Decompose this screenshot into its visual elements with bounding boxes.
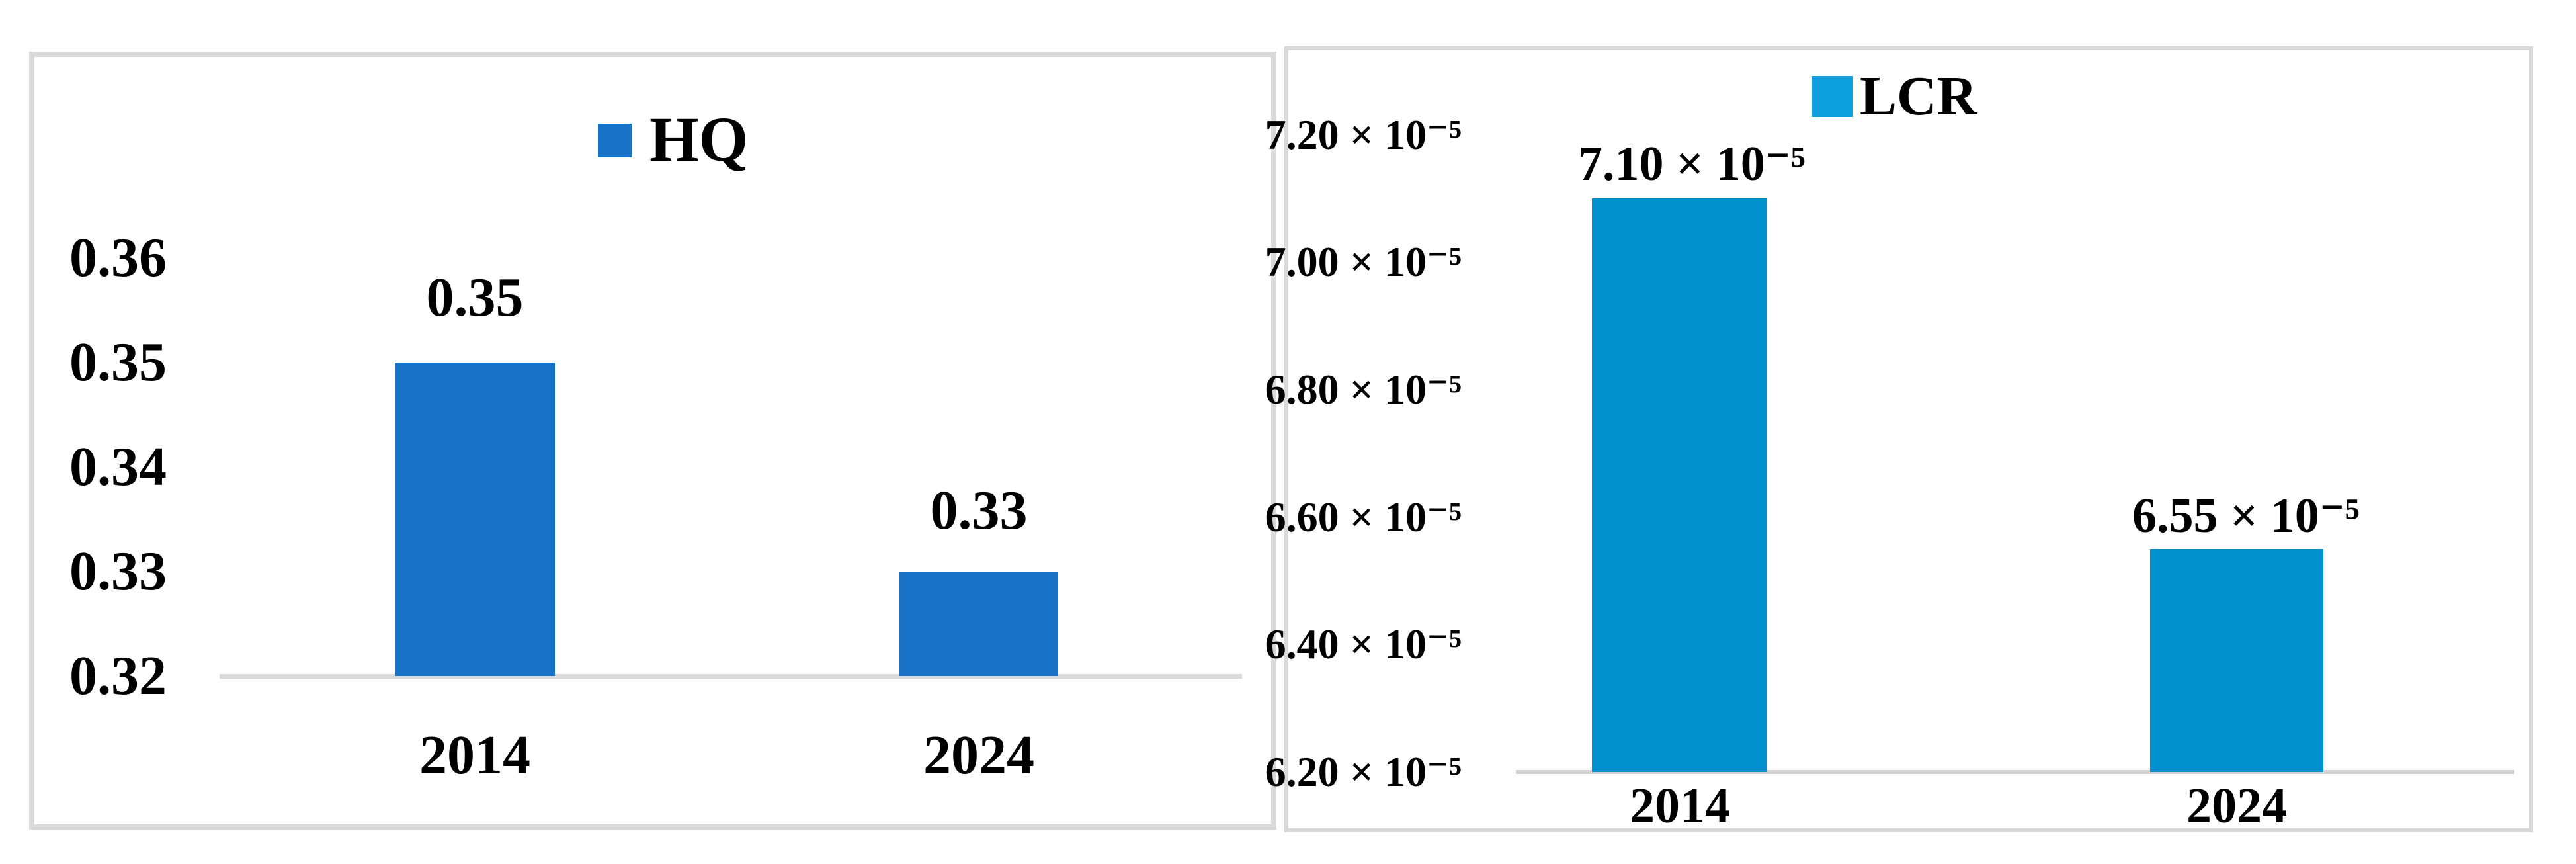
hq-legend-swatch-icon xyxy=(598,124,632,157)
hq-bar-2024 xyxy=(899,572,1058,676)
lcr-x-label-2014: 2014 xyxy=(1630,778,1730,834)
lcr-y-tick-label: 6.80 × 10⁻⁵ xyxy=(1265,366,1462,413)
hq-legend-label: HQ xyxy=(649,104,749,175)
lcr-panel-frame xyxy=(1284,46,2533,832)
lcr-y-tick-label: 6.40 × 10⁻⁵ xyxy=(1265,621,1462,668)
lcr-bar-2014-value-label: 7.10 × 10⁻⁵ xyxy=(1578,137,1806,191)
lcr-bar-2024-value-label: 6.55 × 10⁻⁵ xyxy=(2132,489,2360,543)
lcr-x-label-2024: 2024 xyxy=(2186,778,2287,834)
hq-panel-frame xyxy=(29,52,1276,830)
hq-y-tick-label: 0.32 xyxy=(69,645,167,707)
lcr-y-tick-label: 7.00 × 10⁻⁵ xyxy=(1265,238,1462,285)
hq-x-label-2014: 2014 xyxy=(419,724,530,786)
hq-bar-2014-value-label: 0.35 xyxy=(426,267,524,328)
hq-y-tick-label: 0.34 xyxy=(69,436,167,497)
hq-x-axis-line xyxy=(220,674,1242,679)
hq-y-tick-label: 0.35 xyxy=(69,331,167,393)
lcr-bar-2024 xyxy=(2150,549,2323,772)
hq-x-label-2024: 2024 xyxy=(923,724,1034,786)
lcr-bar-2014 xyxy=(1592,198,1767,772)
hq-bar-2014 xyxy=(395,363,555,676)
lcr-y-tick-label: 6.20 × 10⁻⁵ xyxy=(1265,748,1462,795)
lcr-x-axis-line xyxy=(1516,770,2514,774)
lcr-y-tick-label: 6.60 × 10⁻⁵ xyxy=(1265,494,1462,540)
hq-y-tick-label: 0.36 xyxy=(69,227,167,288)
lcr-y-tick-label: 7.20 × 10⁻⁵ xyxy=(1265,111,1462,158)
hq-y-tick-label: 0.33 xyxy=(69,540,167,602)
lcr-legend-swatch-icon xyxy=(1812,76,1853,117)
lcr-legend-label: LCR xyxy=(1860,65,1977,127)
hq-bar-2024-value-label: 0.33 xyxy=(930,480,1028,541)
